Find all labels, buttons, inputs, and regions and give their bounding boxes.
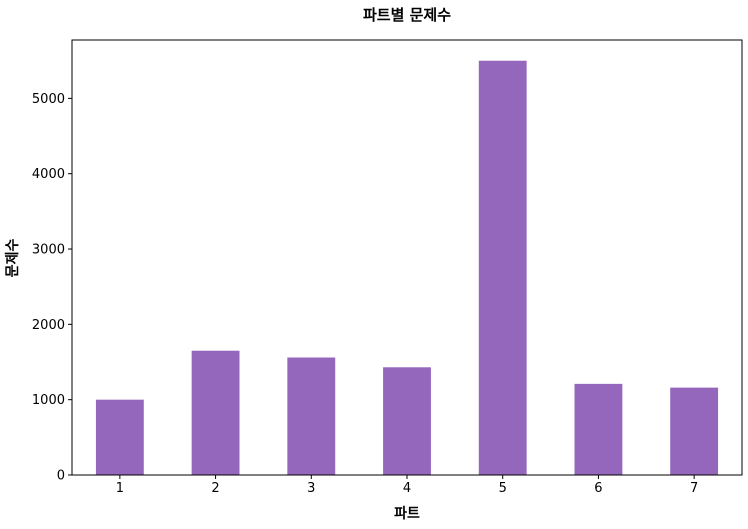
y-tick-label: 0 (57, 469, 65, 484)
y-tick-label: 1000 (32, 393, 65, 408)
x-tick-label: 6 (594, 481, 602, 496)
x-tick-label: 3 (307, 481, 315, 496)
x-tick-label: 2 (211, 481, 219, 496)
x-tick-label: 4 (403, 481, 411, 496)
chart-title: 파트별 문제수 (363, 6, 451, 24)
x-tick-label: 5 (499, 481, 507, 496)
y-axis: 0 1000 2000 3000 4000 5000 (32, 92, 72, 484)
x-axis: 1 2 3 4 5 6 7 (116, 475, 698, 496)
x-tick-label: 7 (690, 481, 698, 496)
plot-area (95, 60, 719, 475)
y-tick-label: 2000 (32, 318, 65, 333)
y-tick-label: 4000 (32, 167, 65, 182)
bar-part-4 (383, 367, 431, 475)
bar-part-2 (191, 350, 240, 475)
y-tick-label: 3000 (32, 243, 65, 258)
bar-part-1 (95, 399, 144, 475)
bar-part-3 (287, 357, 336, 475)
bar-part-6 (574, 383, 623, 475)
y-axis-label: 문제수 (5, 239, 21, 278)
bar-part-5 (478, 60, 527, 475)
x-tick-label: 1 (116, 481, 124, 496)
bar-part-7 (670, 387, 719, 475)
x-axis-label: 파트 (394, 506, 420, 522)
y-tick-label: 5000 (32, 92, 65, 107)
